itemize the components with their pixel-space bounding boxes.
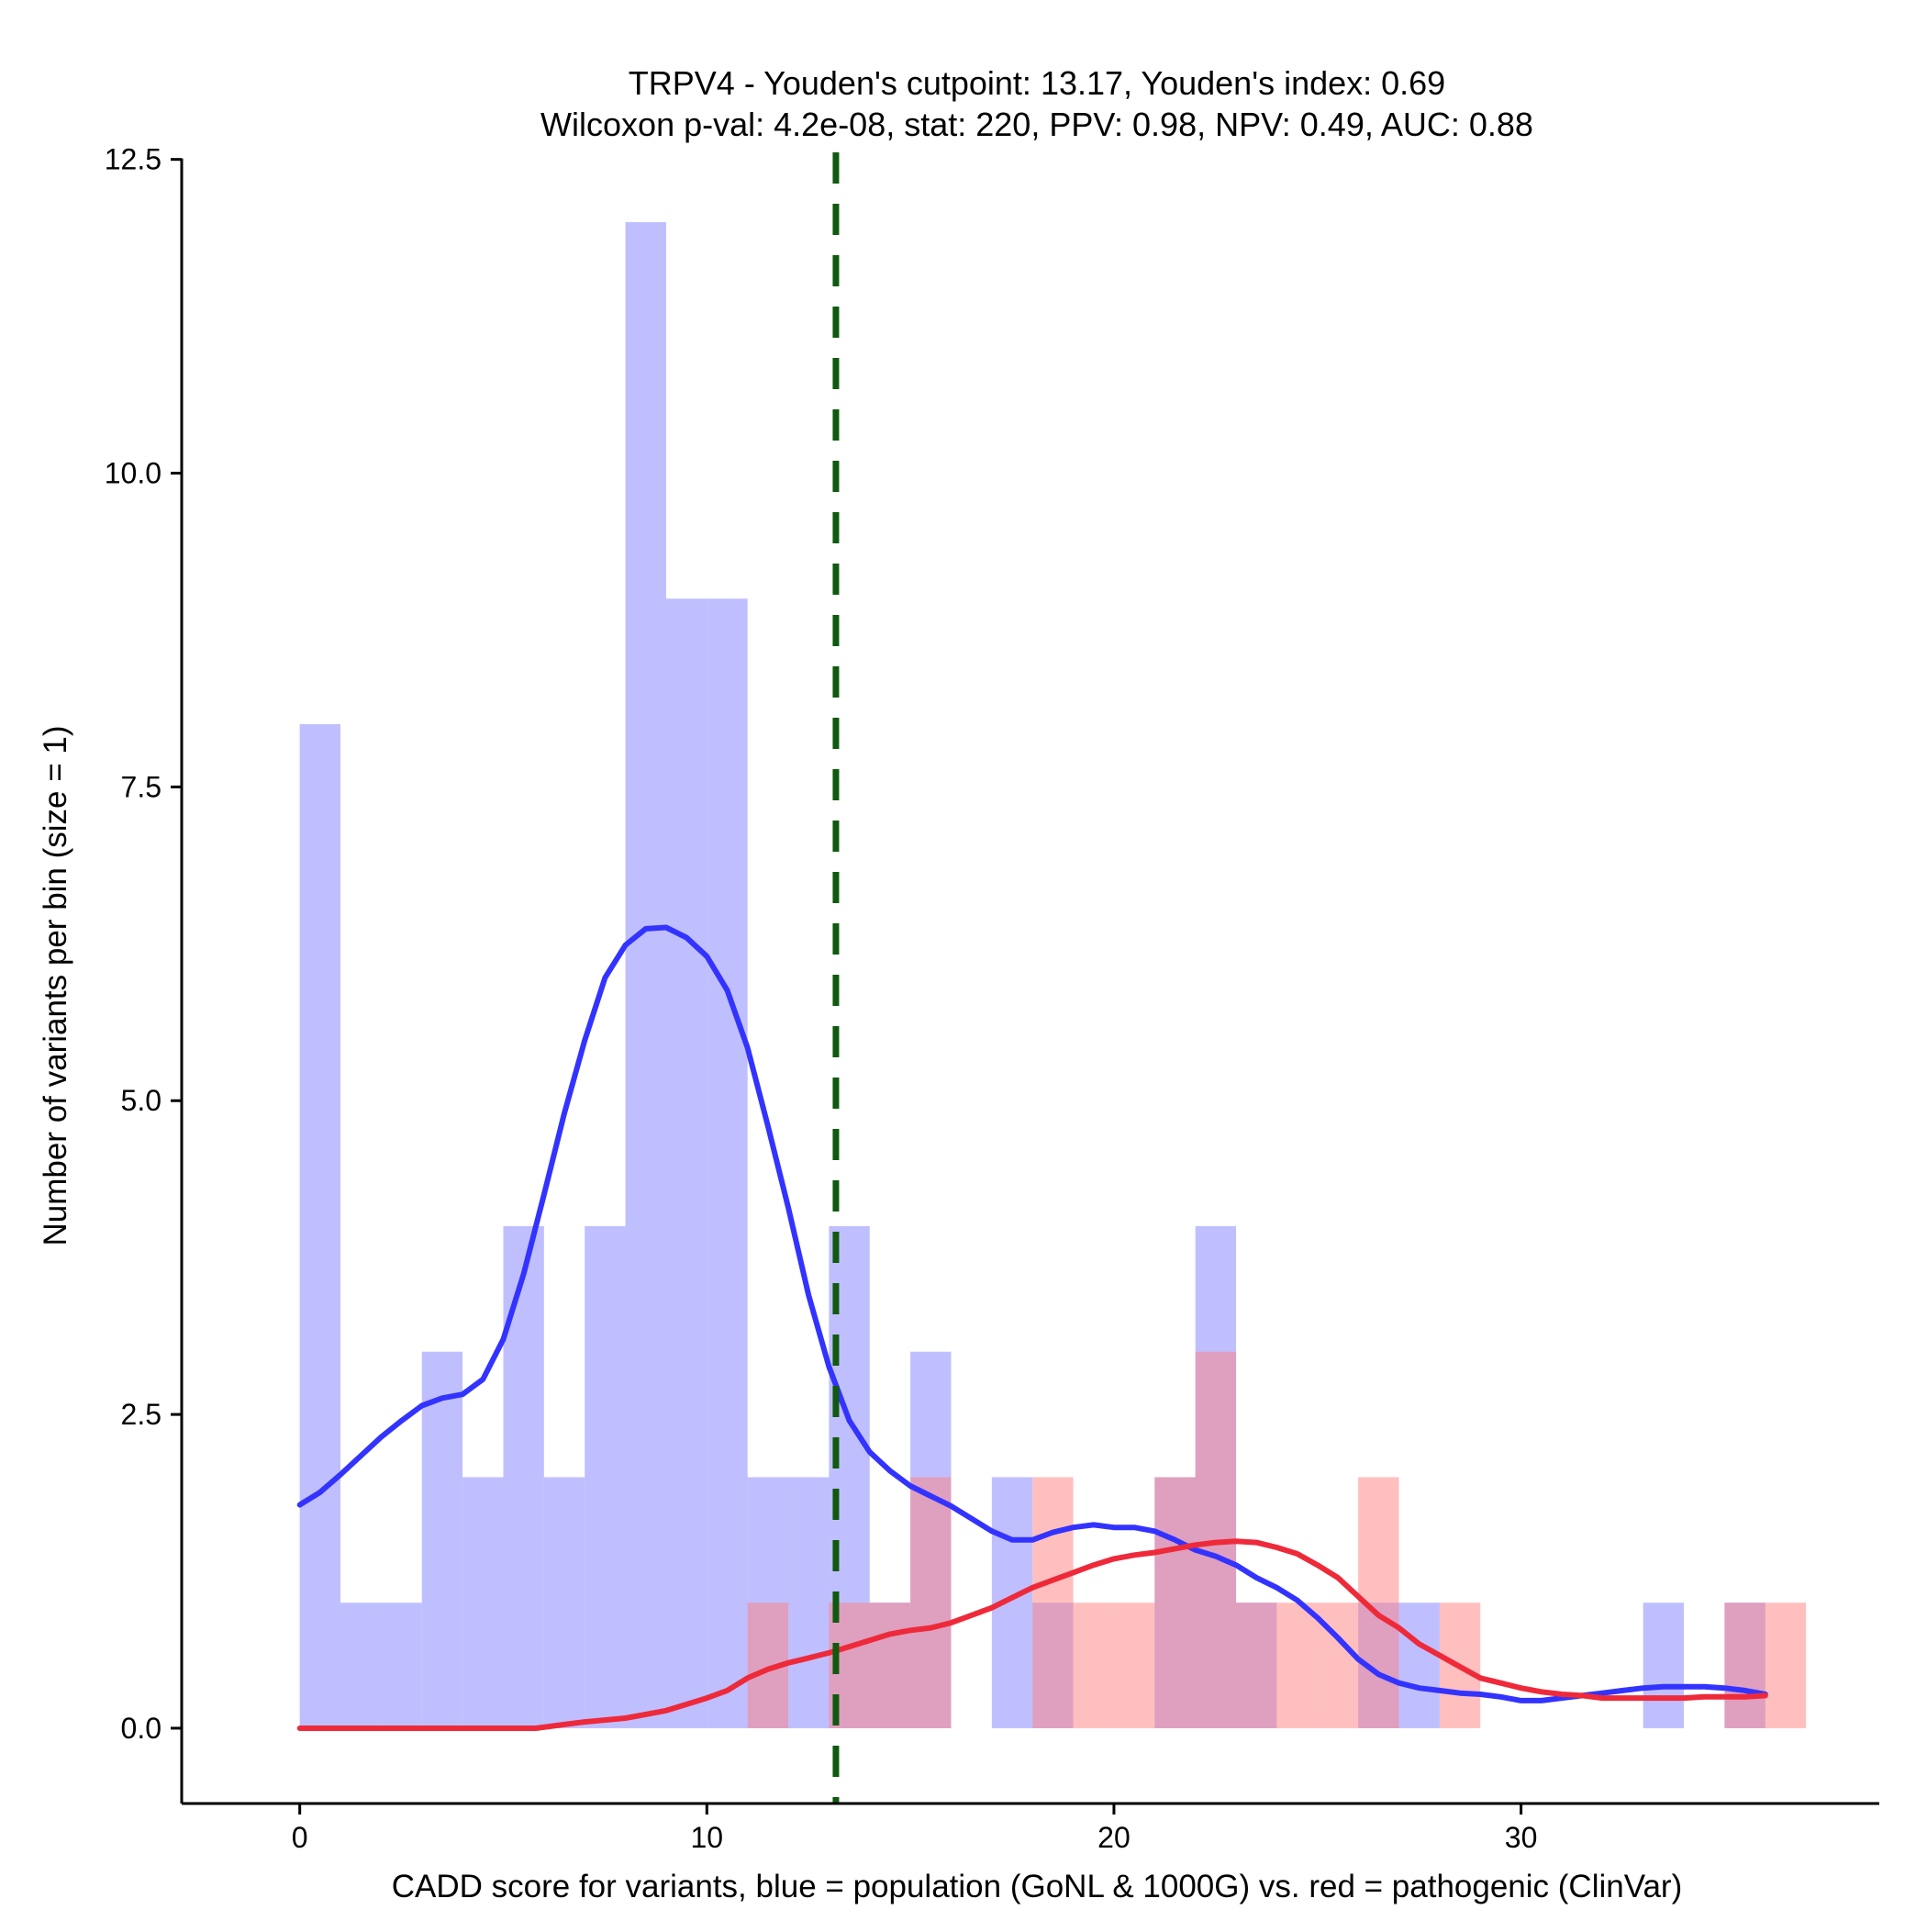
y-tick-label: 0.0 (121, 1712, 162, 1745)
pathogenic-bar (869, 1603, 911, 1728)
population-bar (1643, 1603, 1685, 1728)
x-axis-label: CADD score for variants, blue = populati… (392, 1869, 1683, 1904)
pathogenic-bar (1765, 1603, 1807, 1728)
pathogenic-bar (1073, 1603, 1114, 1728)
population-bar (381, 1603, 422, 1728)
y-tick-label: 2.5 (121, 1398, 162, 1431)
chart-title-line-2: Wilcoxon p-val: 4.2e-08, stat: 220, PPV:… (540, 106, 1533, 143)
ticks-layer: 0 10 20 30 0.0 2.5 5.0 7.5 10.0 12.5 (105, 143, 1538, 1854)
y-axis-label: Number of variants per bin (size = 1) (38, 725, 73, 1245)
population-bar (421, 1351, 463, 1728)
population-bar (788, 1477, 830, 1728)
pathogenic-bar (1113, 1603, 1155, 1728)
pathogenic-bar (1724, 1603, 1765, 1728)
y-tick-label: 7.5 (121, 770, 162, 803)
population-bar (1398, 1603, 1440, 1728)
population-bar (299, 724, 341, 1728)
axes-layer (180, 158, 1879, 1805)
chart-title-line-1: TRPV4 - Youden's cutpoint: 13.17, Youden… (629, 64, 1445, 102)
pathogenic-bar (1276, 1603, 1318, 1728)
pathogenic-bar (1032, 1477, 1074, 1728)
y-tick-label: 12.5 (105, 143, 162, 176)
pathogenic-bar (910, 1477, 952, 1728)
x-tick-label: 20 (1097, 1821, 1131, 1854)
y-tick-label: 10.0 (105, 457, 162, 490)
population-bar (707, 598, 748, 1728)
pathogenic-density-curve (296, 1538, 1768, 1731)
population-bar (462, 1477, 504, 1728)
population-bar (625, 222, 666, 1728)
population-bar (543, 1477, 585, 1728)
x-tick-label: 30 (1505, 1821, 1538, 1854)
population-bar (340, 1603, 382, 1728)
x-tick-label: 10 (691, 1821, 724, 1854)
population-bar (665, 598, 707, 1728)
pathogenic-bar (1154, 1477, 1196, 1728)
population-bar (503, 1225, 544, 1728)
x-tick-label: 0 (292, 1821, 308, 1854)
y-tick-label: 5.0 (121, 1084, 162, 1117)
population-density-curve (296, 924, 1768, 1703)
population-bar (585, 1225, 626, 1728)
pathogenic-bar (1236, 1603, 1277, 1728)
density-curves-layer (296, 924, 1768, 1731)
